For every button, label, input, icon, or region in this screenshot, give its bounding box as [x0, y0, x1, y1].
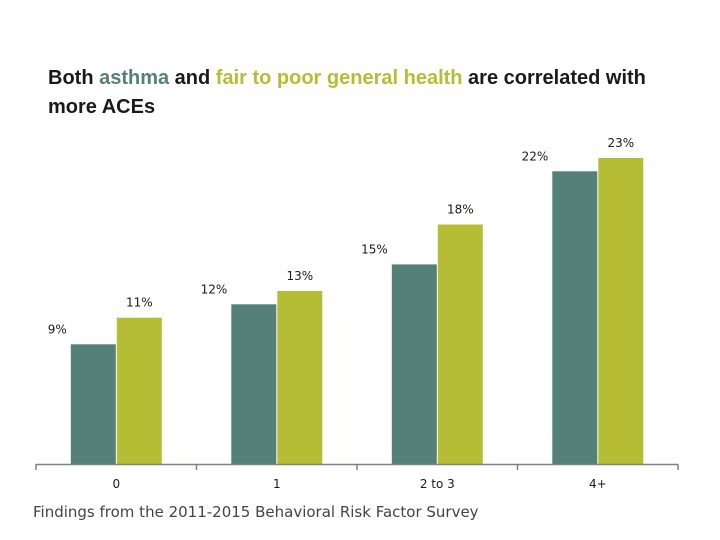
bar-fair-to-poor-general-health-0 [116, 317, 162, 464]
bar-fair-to-poor-general-health-1 [277, 291, 323, 464]
data-label-asthma-1: 12% [201, 282, 228, 296]
data-label-fair-to-poor-general-health-2-to-3: 18% [447, 203, 474, 217]
x-tick-label-0: 0 [112, 477, 120, 491]
x-tick-label-4: 4+ [589, 477, 607, 491]
data-label-asthma-0: 9% [48, 322, 67, 336]
data-label-asthma-2-to-3: 15% [361, 242, 388, 256]
data-label-asthma-4: 22% [522, 149, 549, 163]
data-label-fair-to-poor-general-health-0: 11% [126, 296, 153, 310]
data-label-fair-to-poor-general-health-1: 13% [286, 269, 313, 283]
title-part-1: Both [48, 67, 100, 89]
bar-asthma-1 [231, 304, 277, 464]
bar-asthma-0 [70, 344, 116, 464]
title-part-2: and [169, 67, 216, 89]
bar-asthma-4 [552, 171, 598, 465]
data-label-fair-to-poor-general-health-4: 23% [607, 136, 634, 150]
bar-asthma-2-to-3 [391, 264, 437, 464]
title-health-highlight: fair to poor general health [215, 67, 463, 89]
x-tick-label-1: 1 [273, 477, 281, 491]
title-part-3: are correlated with more ACEs [48, 67, 646, 118]
source-note: Findings from the 2011-2015 Behavioral R… [33, 503, 479, 521]
x-tick-label-2-to-3: 2 to 3 [420, 477, 455, 491]
chart-title: Both asthma and fair to poor general hea… [48, 64, 688, 122]
title-asthma-highlight: asthma [99, 67, 170, 89]
bar-fair-to-poor-general-health-4 [598, 158, 644, 464]
bar-fair-to-poor-general-health-2-to-3 [437, 224, 483, 464]
